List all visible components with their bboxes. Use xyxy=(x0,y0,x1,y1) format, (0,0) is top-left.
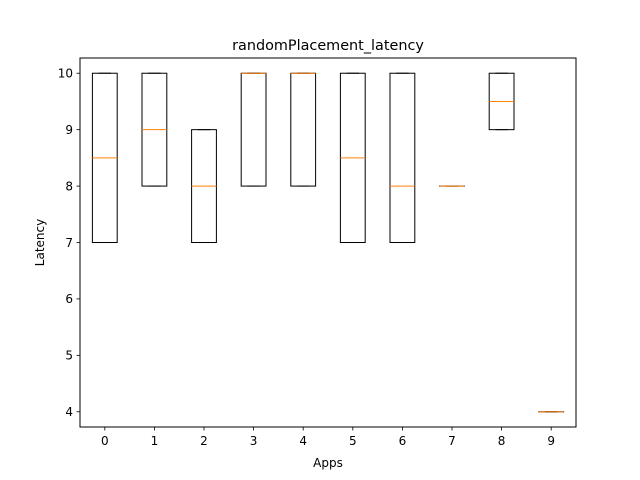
box-app-2 xyxy=(191,129,217,243)
box-app-8 xyxy=(488,72,515,131)
x-axis-label: Apps xyxy=(313,456,343,470)
axes-frame xyxy=(79,57,577,428)
box-app-1 xyxy=(141,72,168,187)
y-tick-label: 5 xyxy=(65,349,73,363)
y-tick-label: 10 xyxy=(58,67,73,81)
x-tick-label: 6 xyxy=(399,434,407,448)
plot-area xyxy=(79,57,577,428)
x-tick-label: 9 xyxy=(547,434,555,448)
y-tick-label: 8 xyxy=(65,179,73,193)
x-tick-label: 1 xyxy=(151,434,159,448)
box-iqr xyxy=(290,72,317,187)
x-tick-label: 4 xyxy=(299,434,307,448)
y-tick-label: 9 xyxy=(65,123,73,137)
box-app-3 xyxy=(240,72,267,187)
x-tick-label: 7 xyxy=(448,434,456,448)
y-axis-ticks: 4 5 6 7 8 9 10 xyxy=(58,67,80,419)
box-app-5 xyxy=(339,72,366,243)
y-tick-label: 7 xyxy=(65,236,73,250)
x-tick-label: 2 xyxy=(200,434,208,448)
x-tick-label: 5 xyxy=(349,434,357,448)
y-axis-label: Latency xyxy=(33,219,47,266)
chart-title: randomPlacement_latency xyxy=(232,38,424,54)
y-tick-label: 6 xyxy=(65,292,73,306)
box-app-4 xyxy=(290,72,317,187)
x-axis-ticks: 0 1 2 3 4 5 6 7 8 9 xyxy=(101,427,555,448)
x-tick-label: 8 xyxy=(498,434,506,448)
box-app-6 xyxy=(389,72,416,243)
box-iqr xyxy=(240,72,267,187)
x-tick-label: 3 xyxy=(250,434,258,448)
y-tick-label: 4 xyxy=(65,405,73,419)
box-iqr xyxy=(389,72,416,243)
x-tick-label: 0 xyxy=(101,434,109,448)
box-app-0 xyxy=(91,72,118,243)
